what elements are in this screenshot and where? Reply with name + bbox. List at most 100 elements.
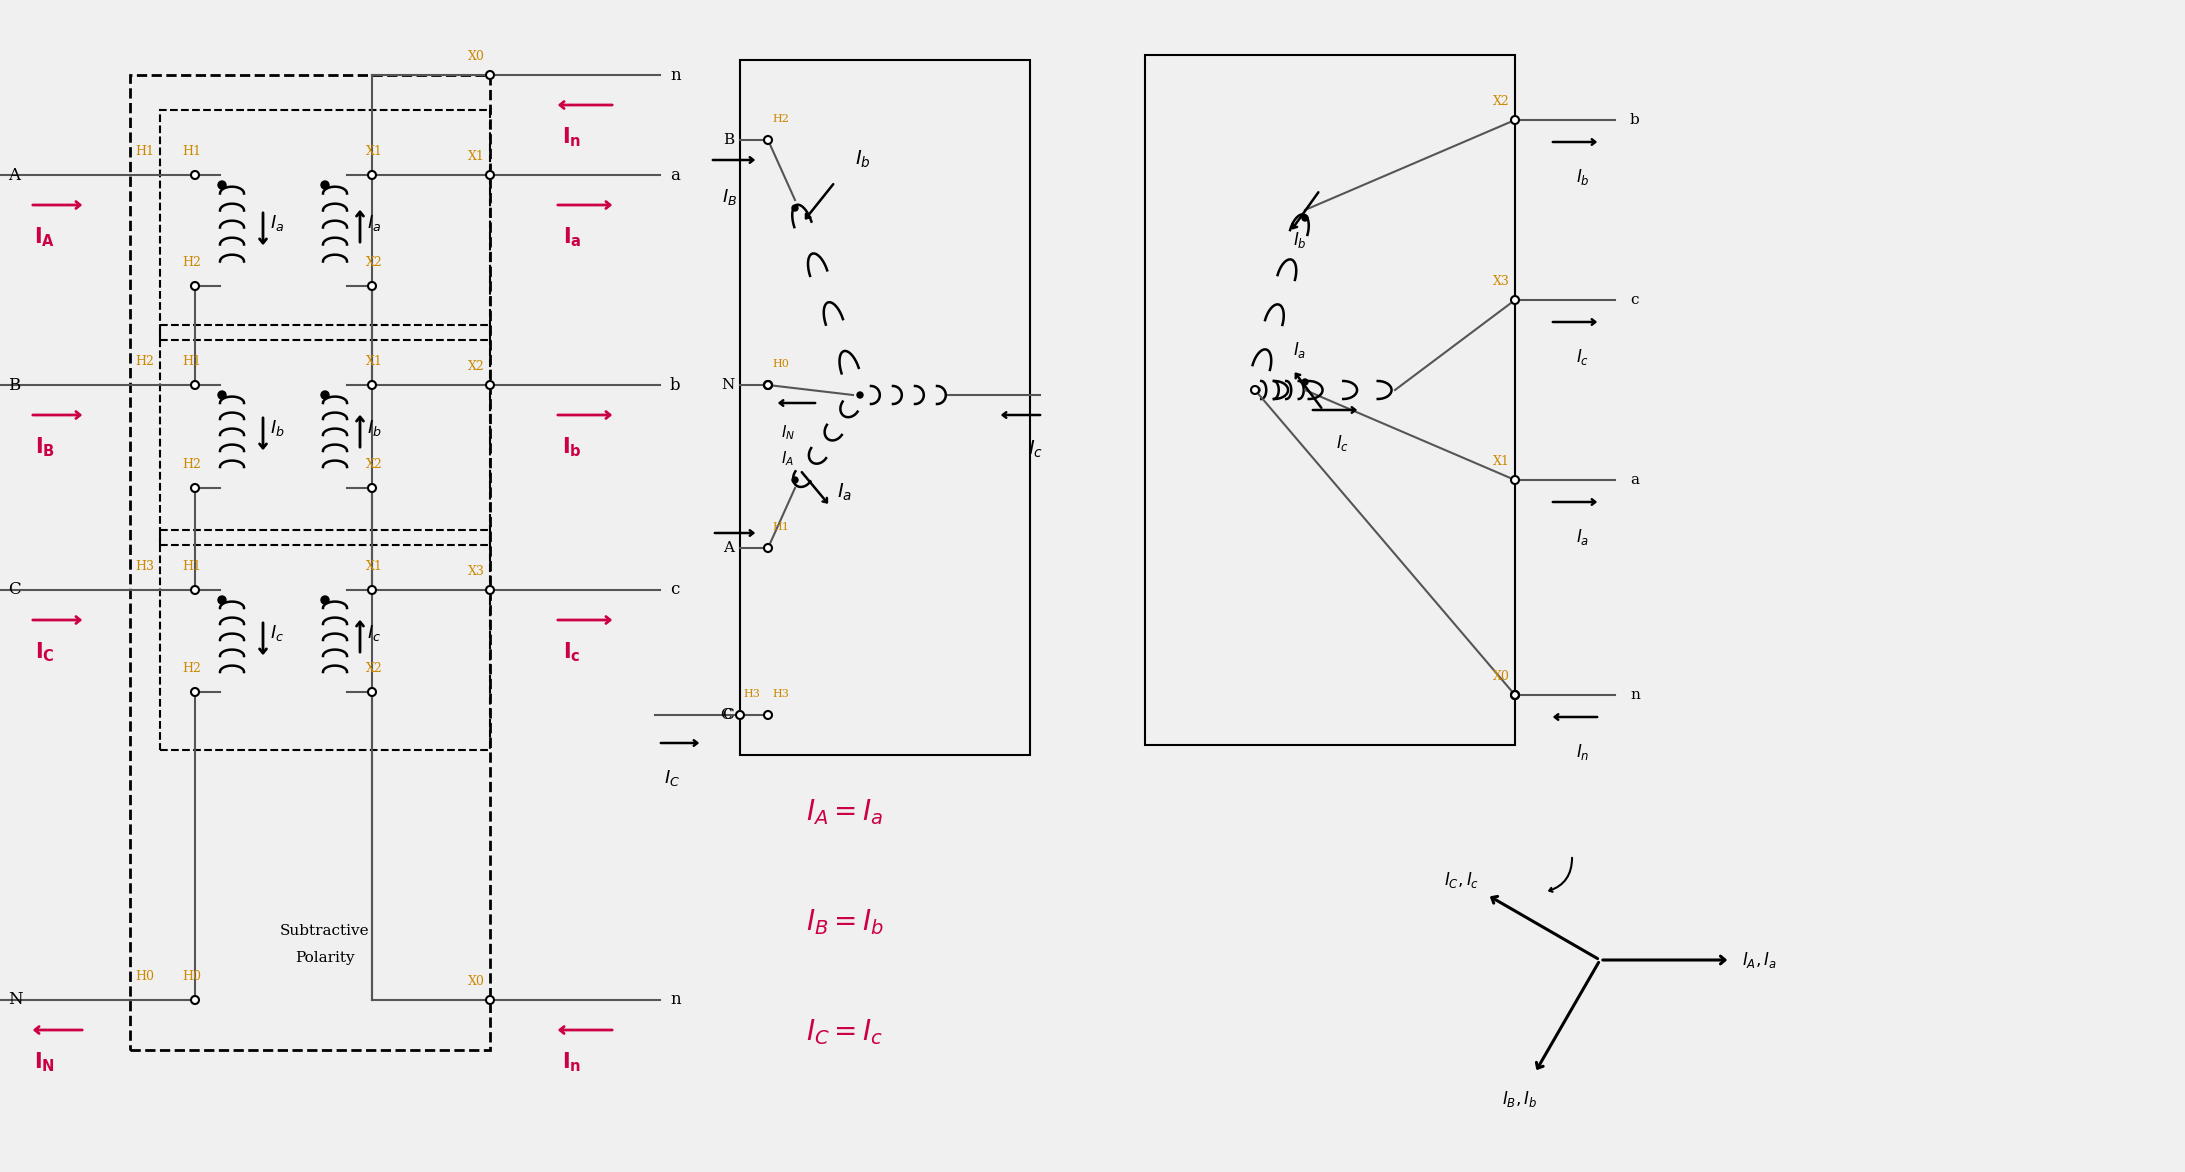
Text: C: C bbox=[721, 708, 732, 722]
Text: $I_C$: $I_C$ bbox=[664, 768, 680, 788]
Text: B: B bbox=[723, 132, 734, 146]
Circle shape bbox=[367, 688, 376, 696]
Text: H1: H1 bbox=[184, 355, 201, 368]
Text: $I_a$: $I_a$ bbox=[367, 213, 380, 233]
Text: $\mathbf{I_A}$: $\mathbf{I_A}$ bbox=[35, 225, 55, 248]
Text: X2: X2 bbox=[365, 458, 382, 471]
Text: A: A bbox=[723, 541, 734, 556]
Text: $I_a$: $I_a$ bbox=[837, 482, 852, 503]
Text: c: c bbox=[1630, 293, 1639, 307]
Text: $I_a$: $I_a$ bbox=[1294, 340, 1307, 360]
Text: b: b bbox=[1630, 113, 1639, 127]
Text: $\mathbf{I_B}$: $\mathbf{I_B}$ bbox=[35, 435, 55, 458]
Circle shape bbox=[218, 597, 225, 604]
Circle shape bbox=[1512, 691, 1519, 699]
Text: $I_c$: $I_c$ bbox=[367, 624, 380, 643]
Text: H0: H0 bbox=[771, 359, 789, 369]
Text: $I_B = I_b$: $I_B = I_b$ bbox=[806, 907, 885, 936]
Text: $I_A$: $I_A$ bbox=[782, 449, 795, 468]
Circle shape bbox=[1254, 387, 1261, 393]
Circle shape bbox=[190, 381, 199, 389]
Text: Polarity: Polarity bbox=[295, 950, 354, 965]
Circle shape bbox=[190, 484, 199, 492]
Circle shape bbox=[485, 996, 494, 1004]
Text: $\mathbf{I_n}$: $\mathbf{I_n}$ bbox=[562, 125, 581, 149]
Circle shape bbox=[485, 586, 494, 594]
Text: $I_c$: $I_c$ bbox=[271, 624, 284, 643]
Text: H0: H0 bbox=[184, 970, 201, 983]
Text: c: c bbox=[671, 581, 680, 599]
Text: X2: X2 bbox=[1492, 95, 1510, 108]
Text: $\mathbf{I_a}$: $\mathbf{I_a}$ bbox=[562, 225, 581, 248]
Text: a: a bbox=[671, 166, 680, 184]
Text: H2: H2 bbox=[184, 662, 201, 675]
Text: $I_b$: $I_b$ bbox=[367, 418, 382, 438]
Text: $I_a$: $I_a$ bbox=[1575, 527, 1591, 547]
Circle shape bbox=[1512, 476, 1519, 484]
Text: $I_A, I_a$: $I_A, I_a$ bbox=[1741, 950, 1779, 970]
Text: $I_b$: $I_b$ bbox=[1575, 166, 1591, 188]
Text: N: N bbox=[9, 992, 22, 1008]
Text: Subtractive: Subtractive bbox=[280, 924, 369, 938]
Text: X1: X1 bbox=[468, 150, 485, 163]
Circle shape bbox=[190, 688, 199, 696]
Circle shape bbox=[1252, 386, 1259, 394]
Circle shape bbox=[765, 711, 771, 718]
Circle shape bbox=[485, 71, 494, 79]
Text: X3: X3 bbox=[468, 565, 485, 578]
Circle shape bbox=[190, 171, 199, 179]
Text: H2: H2 bbox=[184, 458, 201, 471]
Text: X1: X1 bbox=[1492, 455, 1510, 468]
Circle shape bbox=[190, 996, 199, 1004]
Circle shape bbox=[485, 171, 494, 179]
Circle shape bbox=[485, 381, 494, 389]
Circle shape bbox=[321, 391, 330, 398]
Text: C: C bbox=[9, 581, 20, 599]
Circle shape bbox=[791, 477, 798, 483]
Text: X3: X3 bbox=[1492, 275, 1510, 288]
Text: X1: X1 bbox=[365, 560, 382, 573]
Text: $\mathbf{I_c}$: $\mathbf{I_c}$ bbox=[564, 640, 581, 663]
Text: n: n bbox=[1630, 688, 1641, 702]
Circle shape bbox=[1512, 297, 1519, 304]
Text: $I_B$: $I_B$ bbox=[723, 188, 739, 207]
Text: $I_N$: $I_N$ bbox=[780, 423, 795, 442]
Text: a: a bbox=[1630, 473, 1639, 488]
Text: X0: X0 bbox=[1492, 670, 1510, 683]
Text: X0: X0 bbox=[468, 50, 485, 63]
Text: H1: H1 bbox=[184, 145, 201, 158]
Text: $I_b$: $I_b$ bbox=[1294, 230, 1307, 250]
Circle shape bbox=[765, 381, 771, 389]
Text: N: N bbox=[721, 379, 734, 391]
Text: $I_c$: $I_c$ bbox=[1575, 347, 1588, 367]
Text: $\mathbf{I_N}$: $\mathbf{I_N}$ bbox=[35, 1050, 55, 1074]
Circle shape bbox=[367, 171, 376, 179]
Text: X2: X2 bbox=[365, 662, 382, 675]
Text: H2: H2 bbox=[184, 255, 201, 270]
Circle shape bbox=[1512, 691, 1519, 699]
Text: n: n bbox=[671, 992, 680, 1008]
Text: $I_n$: $I_n$ bbox=[1575, 742, 1591, 762]
Text: $I_C, I_c$: $I_C, I_c$ bbox=[1444, 870, 1479, 890]
Text: X1: X1 bbox=[365, 145, 382, 158]
Circle shape bbox=[857, 391, 863, 398]
Text: $I_A = I_a$: $I_A = I_a$ bbox=[806, 797, 883, 826]
Text: A: A bbox=[9, 166, 20, 184]
Text: $I_c$: $I_c$ bbox=[1029, 440, 1044, 461]
Text: H3: H3 bbox=[743, 689, 760, 699]
Circle shape bbox=[765, 381, 771, 389]
Text: $I_C = I_c$: $I_C = I_c$ bbox=[806, 1017, 883, 1047]
Circle shape bbox=[736, 711, 745, 718]
Text: $I_B, I_b$: $I_B, I_b$ bbox=[1501, 1089, 1538, 1109]
Text: $\mathbf{I_C}$: $\mathbf{I_C}$ bbox=[35, 640, 55, 663]
Text: $\mathbf{I_n}$: $\mathbf{I_n}$ bbox=[562, 1050, 581, 1074]
Circle shape bbox=[765, 136, 771, 144]
Text: $I_c$: $I_c$ bbox=[1337, 432, 1350, 454]
Circle shape bbox=[1512, 116, 1519, 124]
Text: X0: X0 bbox=[468, 975, 485, 988]
Circle shape bbox=[218, 180, 225, 189]
Text: X2: X2 bbox=[468, 360, 485, 373]
Circle shape bbox=[367, 282, 376, 289]
Circle shape bbox=[321, 597, 330, 604]
Text: B: B bbox=[9, 376, 20, 394]
